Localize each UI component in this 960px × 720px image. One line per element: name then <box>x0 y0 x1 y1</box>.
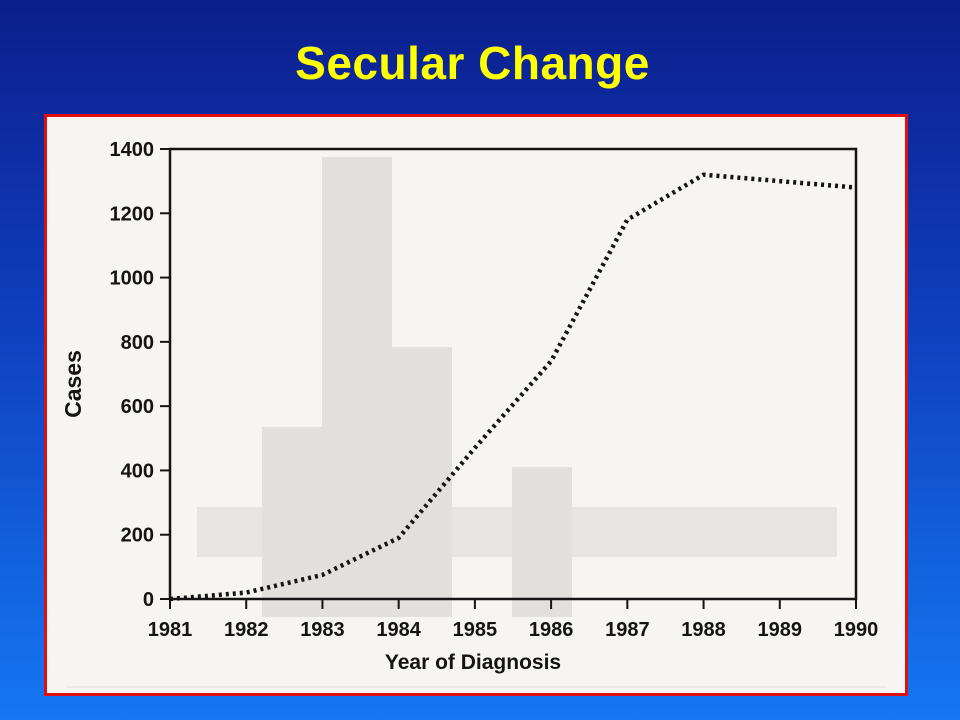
x-tick-label: 1987 <box>605 619 650 641</box>
chart-frame: 0 200 400 600 800 1000 1200 1400 1981 1982 1983 19… <box>44 114 908 696</box>
y-tick-label: 200 <box>121 525 154 547</box>
y-tick-label: 1400 <box>110 139 155 161</box>
x-tick-label: 1988 <box>681 619 726 641</box>
y-axis: 0 200 400 600 800 1000 1200 1400 <box>110 139 170 611</box>
y-axis-label: Cases <box>60 350 86 418</box>
x-axis: 1981 1982 1983 1984 1985 1986 1987 1988 1989 1990 <box>148 599 879 641</box>
x-tick-label: 1989 <box>758 619 803 641</box>
y-tick-label: 1000 <box>110 268 155 290</box>
y-tick-label: 600 <box>121 396 154 418</box>
x-tick-label: 1981 <box>148 619 193 641</box>
x-tick-label: 1984 <box>376 619 421 641</box>
x-tick-label: 1983 <box>300 619 345 641</box>
y-tick-label: 0 <box>143 589 154 611</box>
y-tick-label: 400 <box>121 460 154 482</box>
plot-area-border <box>168 147 858 601</box>
y-tick-label: 800 <box>121 332 154 354</box>
scan-background <box>67 157 887 688</box>
x-axis-label: Year of Diagnosis <box>385 651 561 674</box>
x-tick-label: 1982 <box>224 619 269 641</box>
x-tick-label: 1986 <box>529 619 574 641</box>
series-line <box>169 172 857 602</box>
series-layer <box>169 172 857 602</box>
y-tick-label: 1200 <box>110 203 155 225</box>
slide-title: Secular Change <box>295 37 650 89</box>
x-tick-label: 1990 <box>834 619 879 641</box>
x-tick-label: 1985 <box>453 619 498 641</box>
